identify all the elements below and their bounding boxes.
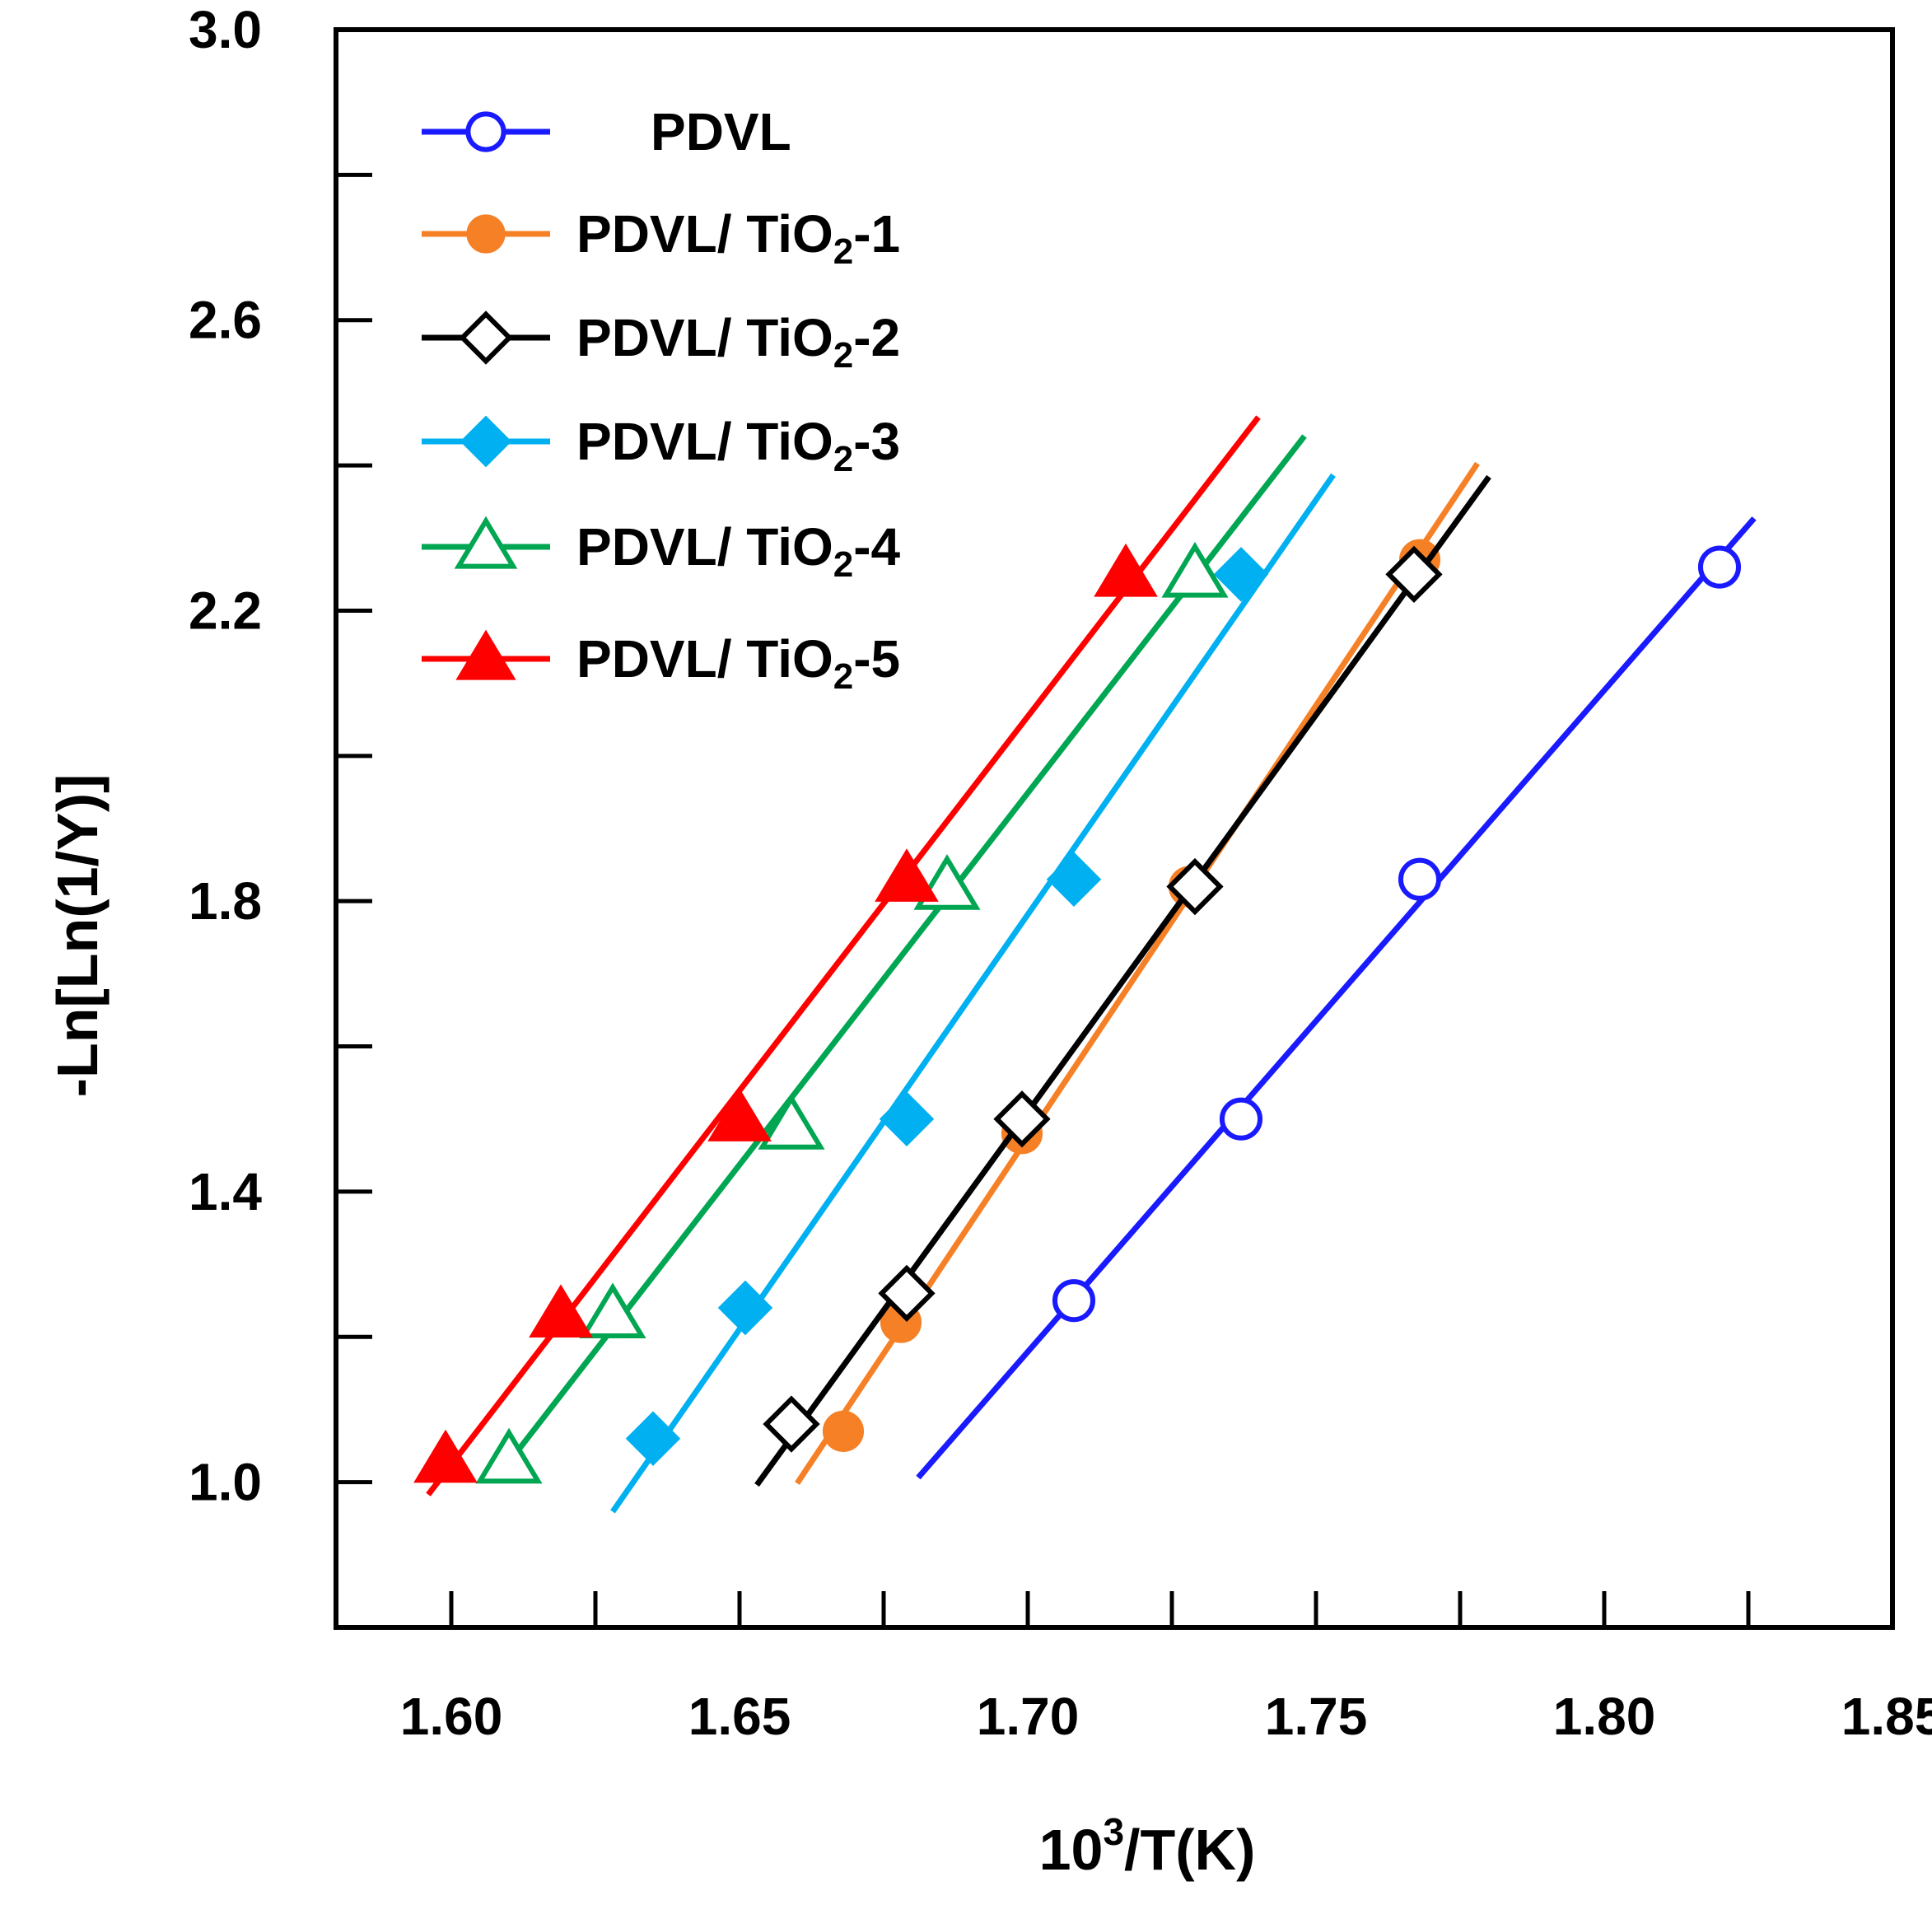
x-tick-label: 1.75	[1265, 1687, 1368, 1746]
legend-label: PDVL/ TiO2-1	[576, 204, 900, 272]
data-point	[758, 1094, 825, 1150]
y-tick-label: 1.4	[189, 1162, 262, 1221]
plot-frame-box	[334, 27, 1895, 1630]
series-3	[754, 474, 1491, 1487]
y-axis-title: -Ln[Ln(1/Y)]	[45, 774, 110, 1098]
data-point	[454, 516, 518, 569]
x-tick-label: 1.80	[1553, 1687, 1656, 1746]
legend-entry-1: PDVL	[422, 102, 791, 161]
series-fit-line	[495, 434, 1307, 1479]
y-tick-label: 3.0	[189, 0, 262, 59]
series-fit-line	[754, 474, 1491, 1487]
data-point	[1046, 852, 1102, 907]
axis-ticks	[336, 172, 1751, 1627]
data-point	[465, 111, 506, 152]
data-point	[1398, 857, 1442, 901]
data-point	[879, 1091, 935, 1146]
data-point	[459, 310, 513, 365]
data-point	[1094, 543, 1158, 597]
legend-label: PDVL/ TiO2-3	[576, 412, 900, 479]
data-point	[475, 1427, 543, 1484]
data-point	[1219, 1097, 1263, 1141]
x-tick-label: 1.70	[977, 1687, 1080, 1746]
data-point	[1697, 545, 1742, 589]
legend-entry-4: PDVL/ TiO2-3	[422, 412, 900, 479]
data-point	[579, 1282, 646, 1339]
series-6	[413, 415, 1261, 1496]
plot-frame	[334, 27, 1895, 1630]
data-point	[707, 1088, 772, 1141]
legend-label: PDVL/ TiO2-2	[576, 308, 900, 376]
legend-label: PDVL/ TiO2-5	[576, 629, 900, 697]
data-point	[1213, 547, 1269, 602]
series-4	[610, 473, 1336, 1514]
series-fit-line	[916, 516, 1757, 1480]
data-point	[878, 1264, 936, 1323]
x-tick-label: 1.60	[400, 1687, 503, 1746]
data-point	[455, 629, 516, 680]
data-point	[460, 415, 512, 468]
data-point	[993, 1090, 1051, 1148]
y-tick-label: 2.2	[189, 581, 262, 640]
x-tick-label: 1.65	[688, 1687, 791, 1746]
data-point	[717, 1280, 773, 1336]
data-point	[529, 1284, 593, 1338]
y-tick-label: 2.6	[189, 291, 262, 350]
legend-entry-2: PDVL/ TiO2-1	[422, 204, 900, 272]
data-point	[1161, 541, 1229, 598]
y-tick-label: 1.8	[189, 871, 262, 931]
series-layer	[413, 415, 1757, 1514]
data-point	[1052, 1279, 1096, 1323]
data-point	[413, 1429, 478, 1483]
legend-label: PDVL	[651, 102, 791, 161]
data-point	[1166, 857, 1224, 916]
y-tick-label: 1.0	[189, 1453, 262, 1512]
data-point	[763, 1395, 820, 1453]
legend-entry-5: PDVL/ TiO2-4	[422, 516, 901, 585]
data-point	[1385, 545, 1443, 604]
x-axis-title: 103/T(K)	[1039, 1810, 1256, 1882]
legend-entry-6: PDVL/ TiO2-5	[422, 629, 900, 697]
legend-entry-3: PDVL/ TiO2-2	[422, 308, 900, 376]
axis-labels: 1.60 1.65 1.70 1.75 1.80 1.85 1.0 1.4 1.8 2.2 2.6 3…	[45, 0, 1932, 1882]
data-point	[822, 1410, 865, 1452]
series-2	[795, 461, 1480, 1485]
legend: PDVL PDVL/ TiO2-1 PDVL/ TiO2-2 PDVL/ TiO2-3…	[422, 102, 901, 697]
data-point	[625, 1411, 681, 1466]
series-5	[475, 434, 1307, 1484]
data-point	[466, 214, 506, 254]
x-tick-label: 1.85	[1841, 1687, 1932, 1746]
series-fit-line	[610, 473, 1336, 1514]
series-1	[916, 516, 1757, 1480]
data-point	[875, 848, 939, 902]
legend-label: PDVL/ TiO2-4	[576, 517, 901, 585]
